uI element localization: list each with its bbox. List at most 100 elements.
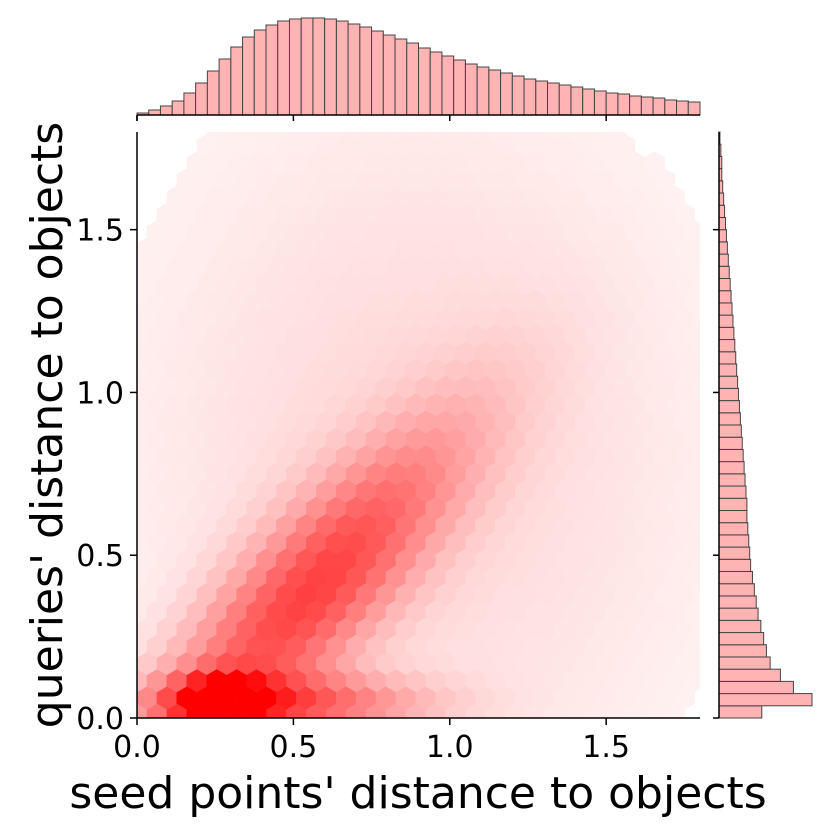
histogram-bar-x — [312, 17, 326, 116]
hex-bin — [564, 132, 586, 141]
histogram-bar-x — [617, 93, 631, 116]
histogram-bar-y — [718, 387, 740, 402]
histogram-bar-y — [718, 265, 730, 279]
histogram-bar-y — [718, 204, 726, 218]
histogram-bar-y — [718, 619, 762, 634]
histogram-bar-y — [718, 632, 765, 646]
histogram-bar-x — [206, 70, 220, 116]
histogram-bar-y — [718, 412, 741, 426]
histogram-bar-x — [582, 88, 595, 116]
histogram-bar-x — [664, 99, 678, 116]
histogram-bar-x — [593, 90, 607, 116]
histogram-bar-y — [718, 400, 740, 414]
histogram-bar-x — [382, 34, 396, 116]
histogram-bar-x — [500, 72, 513, 116]
histogram-bar-y — [718, 461, 745, 475]
histogram-bar-x — [242, 36, 255, 116]
y-tick-label: 0.5 — [76, 539, 124, 574]
histogram-bar-x — [629, 95, 642, 116]
histogram-bar-y — [718, 522, 749, 536]
hex-bin — [425, 132, 446, 141]
histogram-bar-x — [324, 18, 337, 116]
hex-bin — [286, 132, 307, 141]
histogram-bar-x — [218, 58, 232, 116]
hexbin-layer — [137, 132, 700, 718]
histogram-bar-x — [523, 78, 537, 116]
hex-bin — [644, 151, 666, 175]
hex-bin — [345, 132, 367, 141]
hex-bin — [485, 132, 506, 141]
hex-bin — [604, 132, 626, 141]
histogram-bar-x — [570, 86, 584, 116]
histogram-bar-y — [718, 583, 755, 597]
histogram-bar-x — [511, 75, 525, 116]
y-tick-label: 1.0 — [76, 376, 124, 411]
hex-bin — [405, 132, 427, 141]
histogram-bar-y — [718, 656, 771, 670]
histogram-bar-y — [718, 326, 735, 341]
histogram-bar-y — [718, 290, 732, 304]
histogram-bar-x — [535, 80, 549, 116]
histogram-bar-x — [676, 100, 689, 116]
y-axis-label: queries' distance to objects — [22, 122, 73, 728]
hex-bin — [365, 132, 387, 141]
histogram-bar-y — [718, 216, 727, 231]
hex-bin — [246, 132, 267, 141]
histogram-bar-y — [718, 668, 781, 682]
histogram-bar-y — [718, 375, 739, 389]
histogram-bar-y — [718, 497, 748, 511]
histogram-bar-x — [288, 18, 302, 116]
histogram-bar-y — [718, 436, 743, 450]
histogram-bar-y — [718, 680, 794, 695]
histogram-bar-x — [394, 38, 408, 116]
histogram-bar-y — [718, 339, 736, 353]
histogram-bar-x — [277, 20, 290, 116]
y-tick-label: 1.5 — [76, 214, 124, 249]
histogram-bar-x — [230, 46, 244, 116]
histogram-bar-y — [718, 571, 753, 585]
histogram-bar-x — [429, 51, 443, 116]
histogram-bar-x — [335, 20, 349, 116]
hex-bin — [465, 132, 486, 141]
x-axis-label: seed points' distance to objects — [69, 768, 766, 819]
histogram-bar-y — [718, 424, 742, 438]
hex-bin — [505, 132, 526, 141]
histogram-bar-x — [687, 101, 701, 116]
histogram-bar-y — [718, 693, 813, 707]
histogram-bar-x — [195, 82, 208, 116]
histogram-bar-y — [718, 607, 759, 621]
histogram-bar-y — [718, 363, 738, 377]
y-tick-label: 0.0 — [76, 702, 124, 737]
histogram-bar-y — [718, 302, 733, 316]
histogram-bar-x — [488, 69, 502, 116]
hex-bin — [226, 132, 247, 141]
histogram-bar-y — [718, 546, 751, 560]
hex-bin — [385, 132, 407, 141]
histogram-bar-x — [547, 82, 560, 116]
hex-bin — [525, 132, 546, 141]
x-tick-label: 1.0 — [426, 730, 474, 765]
hex-bin — [584, 132, 606, 141]
histogram-bar-x — [558, 84, 572, 116]
histogram-bar-y — [718, 534, 750, 548]
histogram-bar-y — [718, 705, 763, 719]
histogram-bar-y — [718, 558, 752, 573]
histogram-bar-y — [718, 278, 731, 292]
hex-bin — [325, 132, 347, 141]
histogram-bar-x — [652, 97, 666, 116]
histogram-bar-x — [371, 30, 384, 116]
histogram-bar-x — [171, 100, 185, 116]
histogram-bar-x — [159, 105, 173, 116]
marginal-x-histogram — [136, 17, 701, 121]
histogram-bar-y — [718, 229, 727, 243]
histogram-bar-x — [300, 17, 314, 116]
x-tick-label: 0.0 — [113, 730, 161, 765]
hex-bin — [545, 132, 566, 141]
axes: 0.0 0.5 1.0 1.5 0.0 0.5 1.0 1.5 — [76, 132, 700, 765]
histogram-bar-y — [718, 473, 746, 487]
histogram-bar-y — [718, 644, 767, 658]
histogram-bar-x — [265, 24, 279, 116]
histogram-bar-x — [347, 23, 361, 116]
histogram-bar-x — [253, 29, 267, 116]
